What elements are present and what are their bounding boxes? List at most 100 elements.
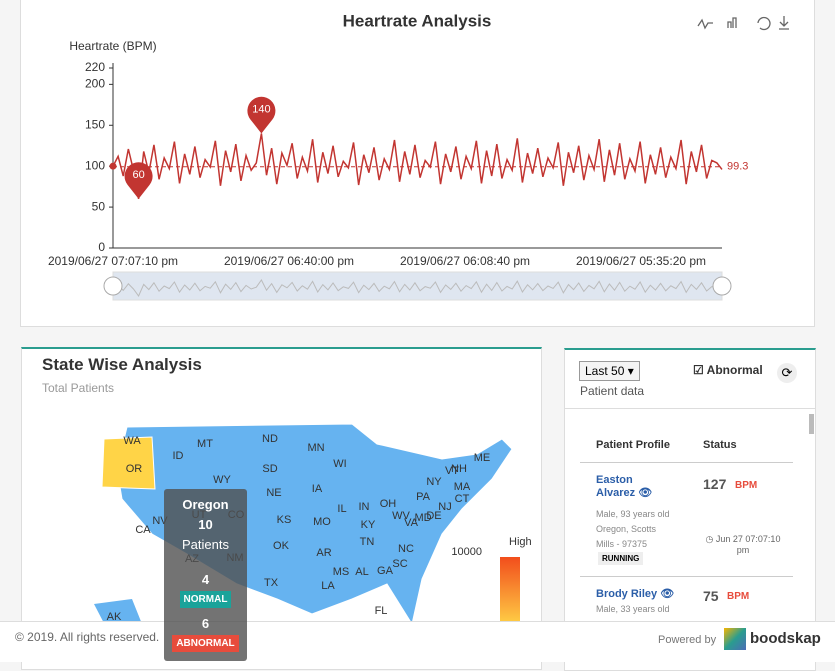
state-label[interactable]: MA (454, 481, 471, 493)
state-label[interactable]: KY (361, 519, 376, 531)
scrollbar[interactable] (809, 414, 814, 434)
state-label[interactable]: IL (337, 503, 346, 515)
state-label[interactable]: NC (398, 543, 414, 555)
state-label[interactable]: MD (414, 512, 431, 524)
patient-name[interactable]: Easton Alvarez 👁 (596, 474, 653, 499)
status-badge: RUNNING (598, 552, 644, 565)
brand: boodskap (750, 630, 821, 647)
state-label[interactable]: NH (451, 463, 467, 475)
state-panel: State Wise Analysis Total Patients High … (21, 347, 542, 670)
state-label[interactable]: WI (333, 458, 346, 470)
state-label[interactable]: PA (416, 491, 431, 503)
zoom-shadow (112, 279, 723, 297)
average-label: 99.3 (727, 161, 748, 173)
patient-panel: Last 50 ▾ ☑ Abnormal ⟳ Patient data Pati… (564, 348, 816, 671)
toolbar-icon[interactable] (779, 16, 789, 30)
caption: Patient data (580, 384, 645, 398)
chart-title: Heartrate Analysis (343, 11, 492, 30)
state-label[interactable]: TN (360, 536, 375, 548)
filter-select[interactable]: Last 50 ▾ (579, 361, 640, 381)
legend-label: 10000 (451, 546, 482, 558)
panel-subtitle: Total Patients (42, 381, 115, 395)
tooltip-normal: 4 (201, 572, 210, 587)
x-tick-label: 2019/06/27 06:40:00 pm (224, 254, 354, 268)
y-tick-label: 200 (85, 77, 105, 91)
time-text: Jun 27 07:07:10 pm (715, 534, 781, 555)
state-label[interactable]: SD (262, 463, 277, 475)
state-label[interactable]: WA (123, 435, 141, 447)
toolbar-icon[interactable] (757, 16, 771, 31)
state-label[interactable]: LA (321, 580, 335, 592)
patient-info: Male, 93 years old Oregon, Scotts Mills -… (596, 507, 674, 552)
chart-panel: Heartrate Analysis Heartrate (BPM) 0 50 100 1… (20, 0, 815, 327)
state-label[interactable]: VT (445, 465, 459, 477)
state-label[interactable]: TX (264, 577, 279, 589)
info: Male, 93 years old (596, 509, 670, 519)
state-label[interactable]: ME (474, 452, 491, 464)
table-header: Patient Profile (596, 439, 670, 451)
state-label[interactable]: AK (107, 611, 122, 623)
marker-pin (124, 162, 153, 199)
state-label[interactable]: ID (173, 450, 184, 462)
state-label[interactable]: IN (359, 501, 370, 513)
us-map: High 10000 WA OR MT ND MN ID SD WI ME WY NY NE IA PA N… (94, 423, 532, 629)
info: Male, 33 years old (596, 604, 670, 614)
bpm-unit: BPM (727, 591, 750, 602)
tooltip-total: 10 (198, 517, 213, 532)
state-label[interactable]: MO (313, 516, 331, 528)
state-label[interactable]: MS (333, 566, 350, 578)
state-label[interactable]: AL (355, 566, 368, 578)
state-label[interactable]: GA (377, 565, 394, 577)
powered-by: Powered by (658, 634, 717, 646)
patient-name-text: Easton Alvarez (596, 474, 636, 499)
toolbar-icon[interactable] (727, 17, 737, 28)
tooltip-label: Patients (182, 537, 229, 552)
state-label[interactable]: NE (266, 487, 281, 499)
y-tick-label: 50 (92, 199, 106, 213)
checkbox[interactable]: ☑ Abnormal (693, 363, 763, 377)
divider (565, 408, 815, 409)
state-label[interactable]: FL (375, 605, 388, 617)
legend-label: High (509, 536, 532, 548)
map-state-highlight[interactable] (101, 436, 156, 490)
start-point (109, 162, 117, 170)
state-label[interactable]: CA (135, 524, 151, 536)
state-label[interactable]: SC (392, 558, 407, 570)
state-label[interactable]: KS (277, 514, 292, 526)
refresh-button[interactable]: ⟳ (777, 363, 797, 383)
heartrate-chart: Heartrate Analysis Heartrate (BPM) 0 50 100 1… (48, 11, 789, 301)
divider (580, 576, 793, 577)
line (112, 133, 723, 200)
state-label[interactable]: MN (307, 442, 324, 454)
toolbar-icon[interactable] (697, 18, 713, 30)
logo (724, 628, 746, 650)
zoom-handle[interactable] (712, 276, 732, 296)
state-label[interactable]: NY (426, 476, 442, 488)
state-label[interactable]: WY (213, 474, 231, 486)
state-label[interactable]: ND (262, 433, 278, 445)
y-tick-label: 150 (85, 117, 105, 131)
marker-pin (247, 96, 276, 134)
copyright: © 2019. All rights reserved. (15, 630, 160, 644)
state-label[interactable]: OR (126, 463, 143, 475)
state-label[interactable]: OH (380, 498, 397, 510)
state-label[interactable]: VA (404, 517, 419, 529)
y-axis-label: Heartrate (BPM) (69, 39, 156, 53)
tooltip: Oregon 10 Patients 4 NORMAL 6 ABNORMAL (164, 489, 247, 661)
divider (580, 462, 793, 463)
filter-value: Last 50 (585, 364, 625, 378)
state-label[interactable]: DE (426, 510, 441, 522)
patient-name[interactable]: Brody Riley 👁 (596, 588, 675, 600)
state-label[interactable]: OK (273, 540, 290, 552)
y-tick-label: 0 (98, 240, 105, 254)
state-label[interactable]: NJ (438, 501, 451, 513)
patient-name-text: Brody Riley (596, 588, 658, 600)
state-label[interactable]: MT (197, 438, 213, 450)
state-label[interactable]: IA (312, 483, 323, 495)
state-label[interactable]: AR (316, 547, 331, 559)
y-tick-label: 100 (85, 158, 105, 172)
time: ◷ Jun 27 07:07:10 pm (705, 534, 781, 555)
state-label[interactable]: WV (392, 510, 410, 522)
state-label[interactable]: CT (455, 493, 470, 505)
zoom-handle[interactable] (103, 276, 123, 296)
